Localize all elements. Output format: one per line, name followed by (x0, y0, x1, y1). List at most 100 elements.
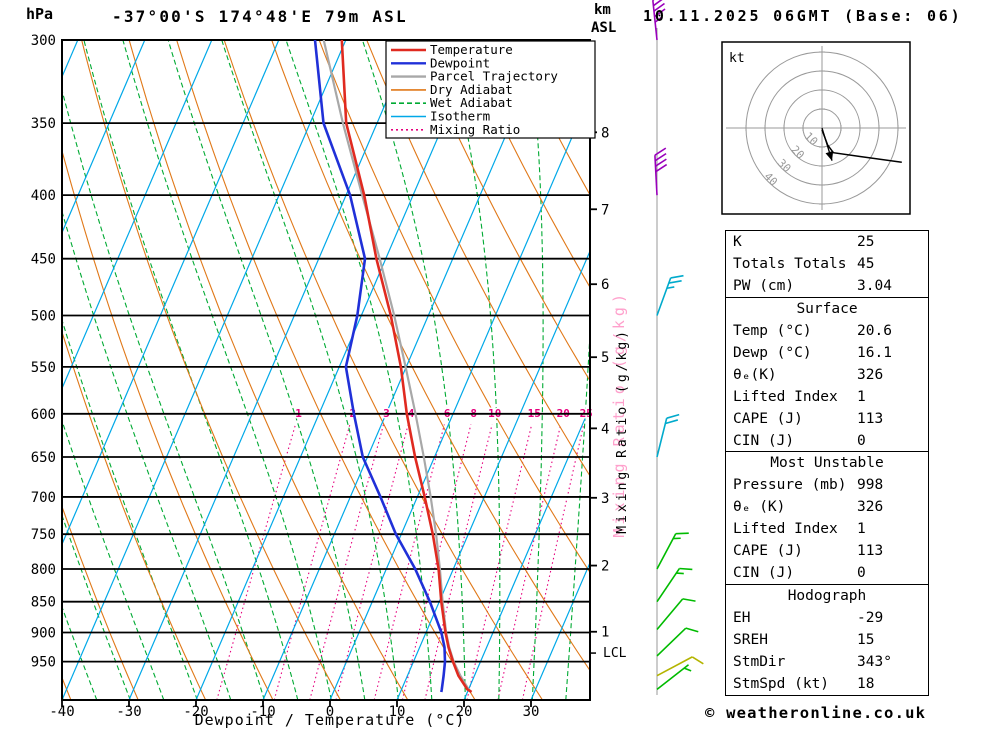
table-row: Lifted Index 1 (726, 518, 928, 540)
tlab: 0 (326, 704, 334, 720)
table-section: Most Unstable Pressure (mb) 998 θₑ (K) 326 Li… (725, 451, 929, 585)
tlab: -20 (183, 704, 208, 720)
wind-barb (656, 274, 684, 316)
table-row-label: SREH (733, 631, 768, 648)
table-row: CIN (J) 0 (726, 430, 928, 452)
table-row: SREH 15 (726, 629, 928, 651)
wet-adiabat-lines (62, 40, 590, 700)
altitude-axis-unit-km: km (594, 2, 611, 18)
klab: 6 (601, 277, 609, 293)
pressure-gridlines: 300 350 400 450 500 550 600 650 700 750 800 850 900 9… (31, 33, 590, 671)
temperature-axis: -40 -30 -20 -10 0 10 20 30 (49, 700, 539, 720)
table-row: CAPE (J) 113 (726, 540, 928, 562)
wind-barb (656, 664, 692, 690)
plab: 600 (31, 407, 56, 423)
table-row-label: Lifted Index (733, 388, 838, 405)
table-section-header: Hodograph (787, 587, 867, 604)
table-section: K 25 Totals Totals 45 PW (cm) 3.04 (725, 230, 929, 298)
leglab: Dry Adiabat (430, 82, 513, 97)
plab: 700 (31, 490, 56, 506)
table-section: Hodograph EH -29 SREH 15 StmDir 343° StmSpd (kt… (725, 583, 929, 696)
table-row-label: θₑ (K) (733, 499, 786, 515)
table-row-label: StmSpd (kt) (733, 675, 830, 692)
plab: 850 (31, 595, 56, 611)
wind-barb (656, 627, 699, 657)
tlab: 20 (456, 704, 473, 720)
table-row-value: 16.1 (857, 344, 892, 361)
table-section: Surface Temp (°C) 20.6 Dewp (°C) 16.1 θₑ(K) 32… (725, 296, 929, 453)
klab: 7 (601, 202, 609, 218)
table-row-label: CIN (J) (733, 565, 795, 581)
klab: 4 (601, 421, 609, 437)
table-row-value: 0 (857, 565, 866, 581)
table-row-label: CAPE (J) (733, 410, 803, 427)
wind-barb (654, 147, 668, 196)
table-row: CIN (J) 0 (726, 562, 928, 584)
table-row-value: 326 (857, 366, 884, 383)
wind-barb (656, 567, 693, 603)
klab: 8 (601, 125, 609, 141)
tlab: 30 (523, 704, 540, 720)
table-row-value: 998 (857, 477, 884, 493)
dewpoint-curve (313, 40, 447, 693)
table-row-value: 326 (857, 499, 884, 515)
ktlab: kt (729, 51, 745, 66)
table-row: θₑ(K) 326 (726, 364, 928, 386)
x-axis-label: Dewpoint / Temperature (°C) (194, 711, 466, 729)
table-row-label: θₑ(K) (733, 366, 777, 383)
lcllab: LCL (603, 646, 627, 661)
leglab: Isotherm (430, 109, 490, 124)
leglab: Temperature (430, 42, 513, 57)
leglab: Parcel Trajectory (430, 69, 558, 84)
table-row-label: PW (cm) (733, 278, 795, 294)
copyright: © weatheronline.co.uk (705, 704, 927, 722)
table-row-label: CAPE (J) (733, 543, 803, 559)
tlab: -30 (116, 704, 141, 720)
indices-table: K 25 Totals Totals 45 PW (cm) 3.04 Surface Temp… (725, 230, 929, 696)
table-row-value: 45 (857, 256, 875, 272)
tlab: -40 (49, 704, 74, 720)
table-section-header: Most Unstable (770, 455, 884, 471)
table-row-value: 1 (857, 388, 866, 405)
table-row-value: 25 (857, 234, 875, 250)
table-row-value: 20.6 (857, 322, 892, 339)
pressure-axis-unit: hPa (26, 5, 54, 23)
table-row-label: Pressure (mb) (733, 477, 847, 493)
klab: 2 (601, 559, 609, 575)
table-row-label: Temp (°C) (733, 322, 812, 339)
mixing-ratio-axis-label: Mixing Ratio (g/kg) (615, 328, 630, 534)
table-row: K 25 (726, 231, 928, 253)
table-row-value: 113 (857, 543, 884, 559)
temperature-curve (340, 40, 473, 694)
table-row: StmDir 343° (726, 651, 928, 673)
plot-border (61, 39, 591, 701)
klab: 1 (601, 625, 609, 641)
plab: 450 (31, 252, 56, 268)
table-row: PW (cm) 3.04 (726, 275, 928, 297)
leglab: Dewpoint (430, 55, 490, 70)
sounding-curves (313, 40, 473, 694)
km-axis: 1 2 3 4 5 6 7 8 LCL (590, 125, 627, 661)
table-row: θₑ (K) 326 (726, 496, 928, 518)
plab: 750 (31, 527, 56, 543)
table-row-value: 343° (857, 653, 892, 670)
table-row-value: 15 (857, 631, 875, 648)
table-row: StmSpd (kt) 18 (726, 673, 928, 695)
klab: 5 (601, 350, 609, 366)
leglab: Mixing Ratio (430, 122, 520, 137)
wind-barb-column (652, 0, 704, 695)
table-row: CAPE (J) 113 (726, 408, 928, 430)
plab: 550 (31, 360, 56, 376)
table-row: Totals Totals 45 (726, 253, 928, 275)
plab: 400 (31, 188, 56, 204)
table-row-label: CIN (J) (733, 432, 795, 449)
dry-adiabat-lines (62, 40, 590, 700)
table-row-value: 1 (857, 521, 866, 537)
table-row: Temp (°C) 20.6 (726, 320, 928, 342)
table-row-label: Lifted Index (733, 521, 838, 537)
plab: 900 (31, 625, 56, 641)
